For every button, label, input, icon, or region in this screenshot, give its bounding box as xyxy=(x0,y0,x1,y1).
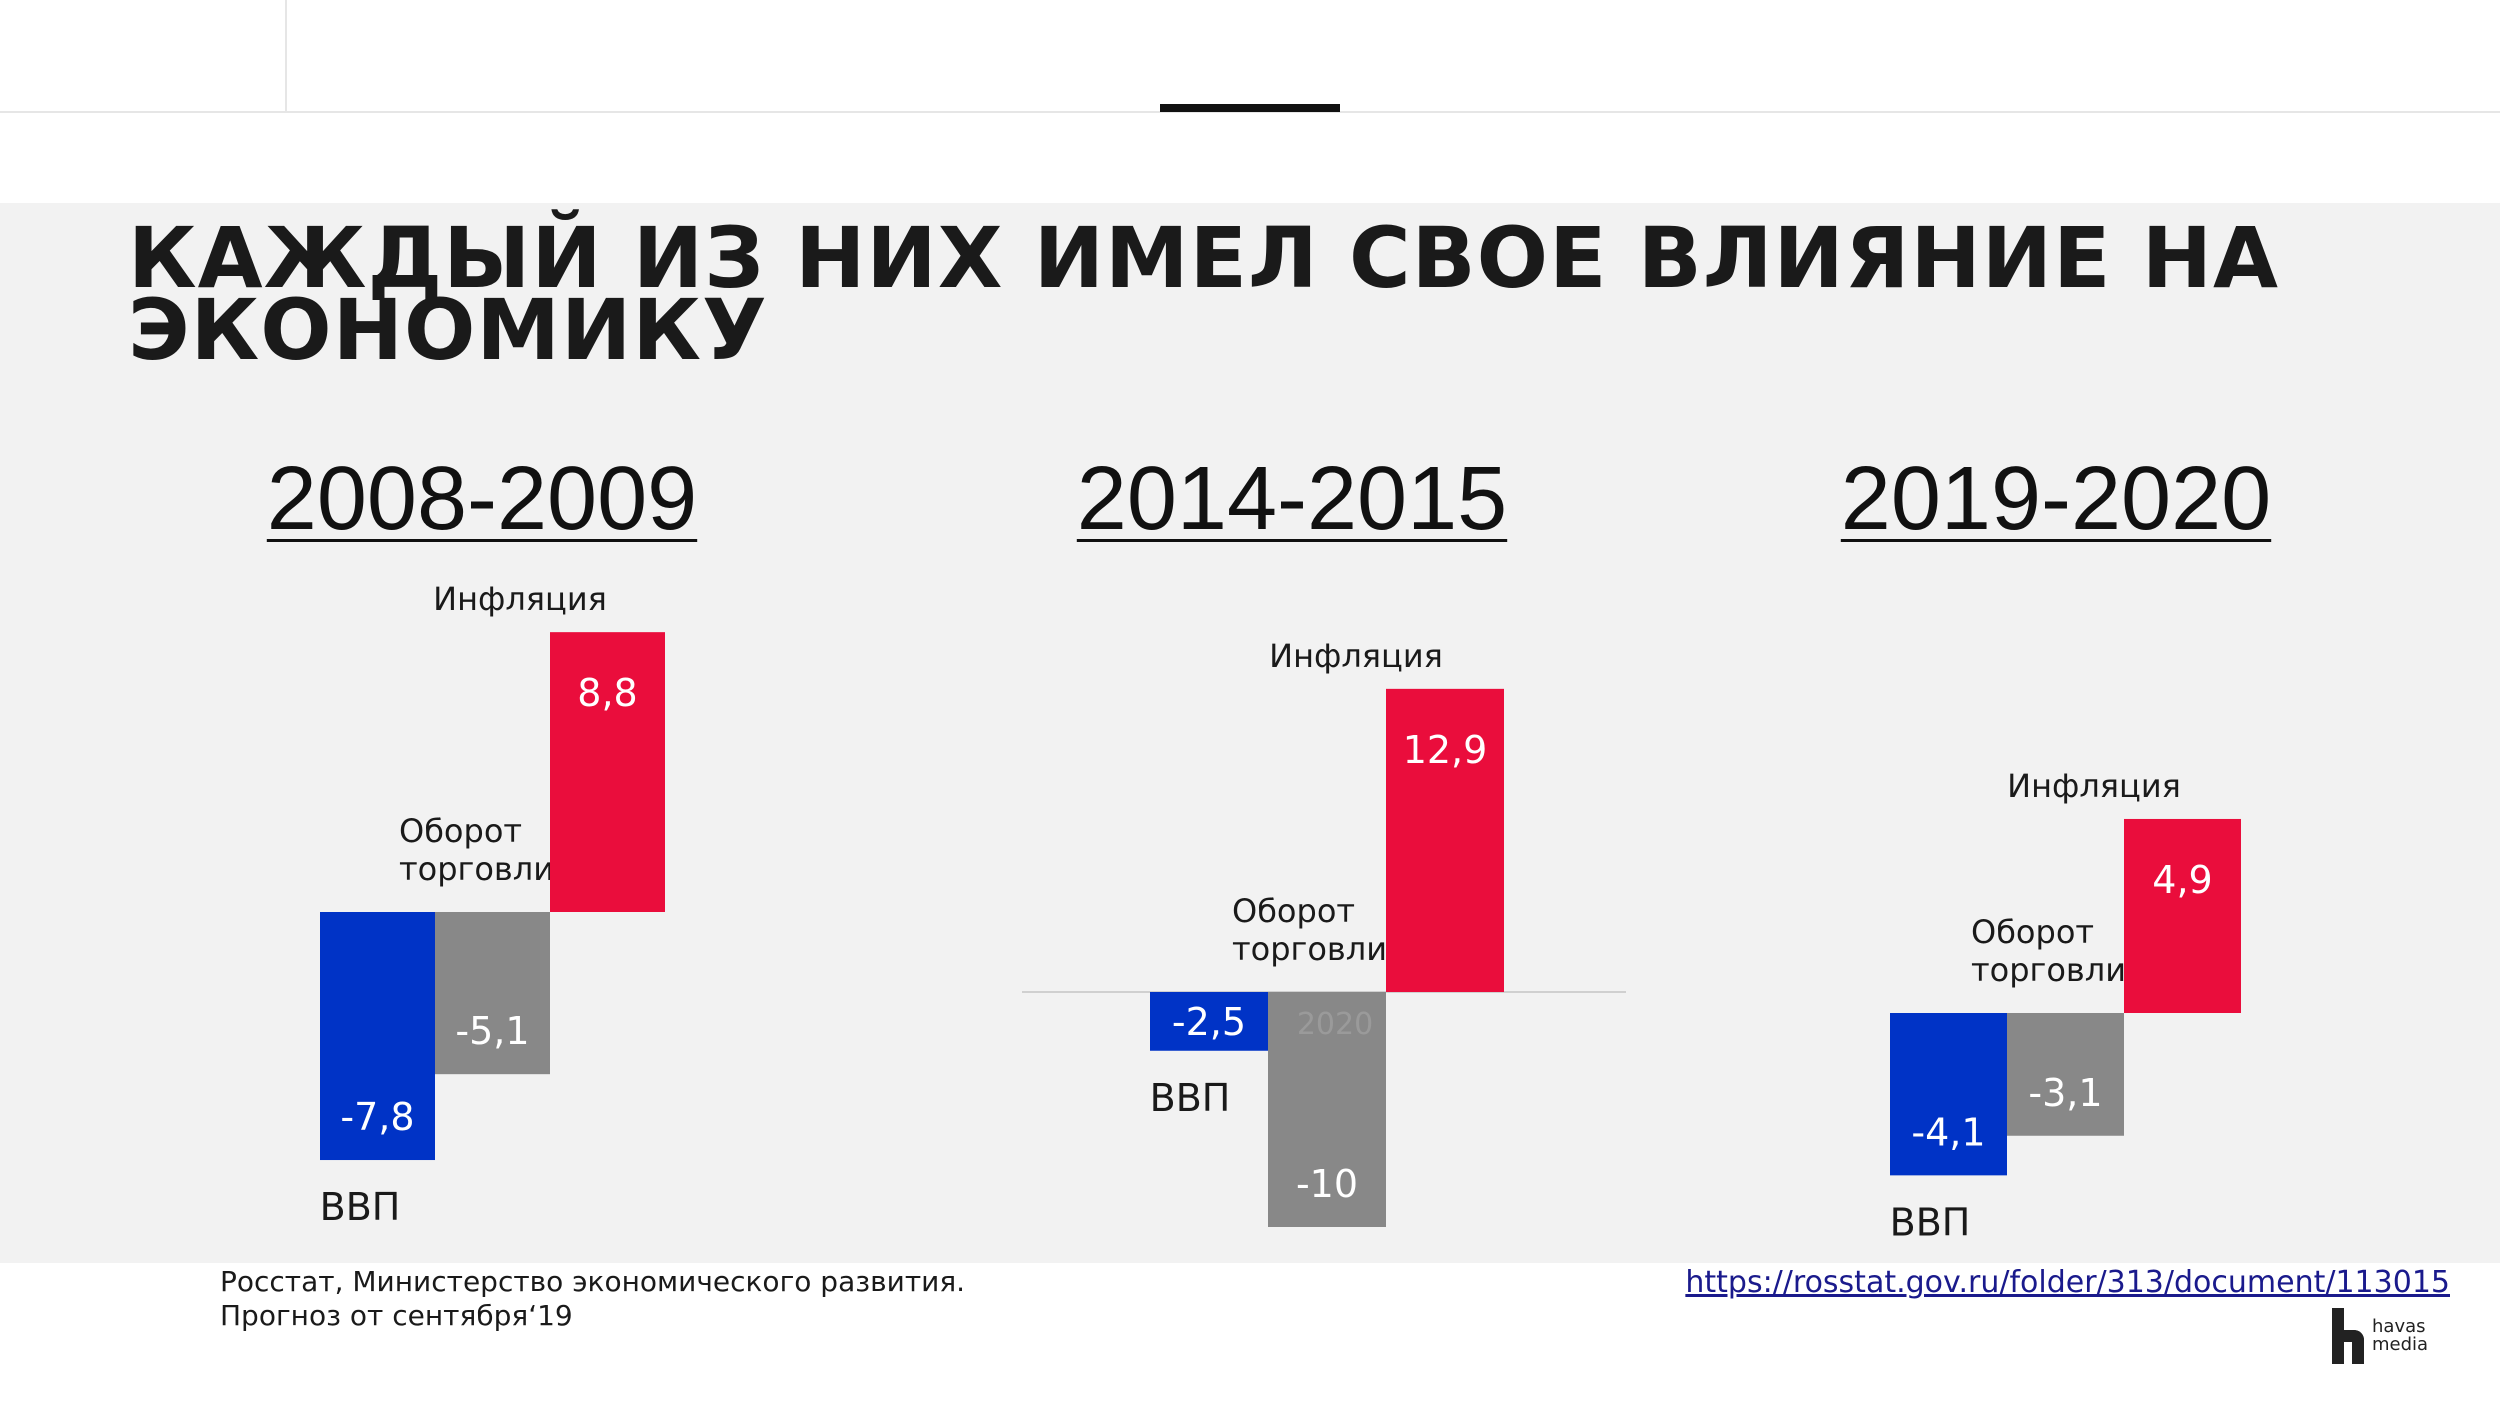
chart-2-category-label-2a: Оборот xyxy=(1232,892,1355,930)
chart-2-category-label-3: Инфляция xyxy=(1269,637,1443,675)
chart-2-category-label-2b: торговли xyxy=(1232,930,1387,968)
logo-h-arch xyxy=(2332,1330,2364,1364)
chart-3-category-label-2b: торговли xyxy=(1971,951,2126,989)
chart-3-value-label-3: 4,9 xyxy=(2152,858,2212,902)
chart-1-bar-2 xyxy=(435,912,550,1075)
chart-3-bar-1 xyxy=(1890,1013,2007,1176)
chart-2-value-label-1: -2,5 xyxy=(1172,1000,1246,1044)
logo-text: havas media xyxy=(2372,1318,2428,1354)
chart-2-value-label-2: -10 xyxy=(1296,1162,1358,1206)
source-link[interactable]: https://rosstat.gov.ru/folder/313/docume… xyxy=(1685,1265,2450,1300)
chart-2-bar-1 xyxy=(1150,992,1268,1051)
chart-1-category-label-2b: торговли xyxy=(399,850,554,888)
source-note: Росстат, Министерство экономического раз… xyxy=(220,1265,965,1333)
chart-1-bar-3 xyxy=(550,632,665,912)
chart-1-category-label-3: Инфляция xyxy=(433,580,607,618)
chart-3-category-label-3: Инфляция xyxy=(2007,767,2181,805)
chart-3-category-label-2a: Оборот xyxy=(1971,913,2094,951)
source-line2: Прогноз от сентября‘19 xyxy=(220,1299,573,1332)
chart-3-bar-3 xyxy=(2124,818,2241,1013)
chart-1-bar-1 xyxy=(320,912,435,1161)
chart-1-value-label-2: -5,1 xyxy=(455,1009,529,1053)
logo-line2: media xyxy=(2372,1334,2429,1355)
chart-1-category-label-1: ВВП xyxy=(320,1185,401,1229)
chart-2-bar-2 xyxy=(1268,992,1386,1227)
period-title-1: 2008-2009 xyxy=(266,449,698,549)
period-title-3: 2019-2020 xyxy=(1840,449,2272,549)
chart-3-bar-2 xyxy=(2007,1013,2124,1136)
slide-title-line2: ЭКОНОМИКУ xyxy=(128,281,768,379)
chart-2-category-label-1: ВВП xyxy=(1150,1076,1231,1120)
chart-1-category-label-2a: Оборот xyxy=(399,812,522,850)
chart-2-bar-3 xyxy=(1386,688,1504,992)
slide-title: КАЖДЫЙ ИЗ НИХ ИМЕЛ СВОЕ ВЛИЯНИЕ НА ЭКОНО… xyxy=(128,216,2328,372)
period-title-2: 2014-2015 xyxy=(1076,449,1508,549)
top-bar-divider xyxy=(285,0,287,111)
top-bar xyxy=(0,0,2500,113)
chart-3-value-label-2: -3,1 xyxy=(2028,1071,2102,1115)
logo-line1: havas xyxy=(2372,1316,2426,1337)
active-tab-indicator xyxy=(1160,104,1340,112)
havas-media-logo: havas media xyxy=(2332,1308,2432,1364)
chart-3-category-label-1: ВВП xyxy=(1890,1200,1971,1244)
chart-2-annotation: 2020 xyxy=(1297,1007,1373,1042)
chart-1-value-label-1: -7,8 xyxy=(340,1095,414,1139)
source-line1: Росстат, Министерство экономического раз… xyxy=(220,1265,966,1298)
slide-title-line1: КАЖДЫЙ ИЗ НИХ ИМЕЛ СВОЕ ВЛИЯНИЕ НА xyxy=(128,209,2280,307)
chart-1-value-label-3: 8,8 xyxy=(577,671,637,715)
chart-2-value-label-3: 12,9 xyxy=(1403,728,1488,772)
chart-3-value-label-1: -4,1 xyxy=(1911,1110,1985,1154)
